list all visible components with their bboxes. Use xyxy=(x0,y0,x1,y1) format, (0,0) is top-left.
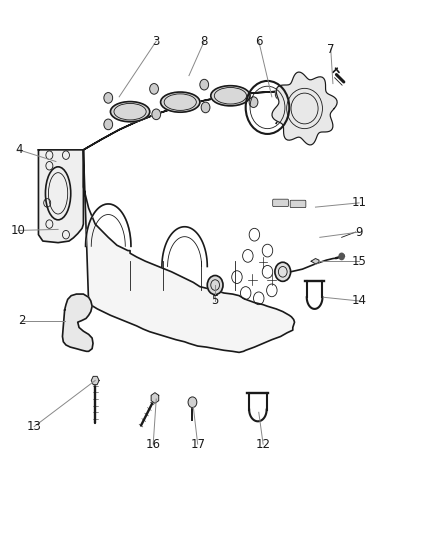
Polygon shape xyxy=(83,92,292,150)
Ellipse shape xyxy=(210,86,250,106)
Polygon shape xyxy=(272,72,336,145)
Text: 6: 6 xyxy=(254,35,262,47)
Circle shape xyxy=(275,89,283,100)
Polygon shape xyxy=(62,294,93,351)
Text: 15: 15 xyxy=(351,255,366,268)
Text: 2: 2 xyxy=(18,314,26,327)
Polygon shape xyxy=(91,376,99,385)
Ellipse shape xyxy=(110,102,149,122)
Text: 4: 4 xyxy=(15,143,22,156)
Circle shape xyxy=(207,276,223,295)
Text: 8: 8 xyxy=(200,35,208,47)
Text: 3: 3 xyxy=(152,35,159,47)
Ellipse shape xyxy=(160,92,199,112)
Circle shape xyxy=(104,119,113,130)
Circle shape xyxy=(249,97,257,108)
Text: 7: 7 xyxy=(326,43,334,55)
Circle shape xyxy=(104,93,113,103)
Polygon shape xyxy=(151,393,159,403)
Polygon shape xyxy=(83,150,294,352)
Text: 5: 5 xyxy=(211,294,218,308)
Circle shape xyxy=(274,262,290,281)
Polygon shape xyxy=(85,204,131,246)
Circle shape xyxy=(149,84,158,94)
Text: 13: 13 xyxy=(27,420,42,433)
Polygon shape xyxy=(311,259,318,264)
Circle shape xyxy=(338,253,343,260)
Text: 17: 17 xyxy=(190,438,205,450)
Text: 9: 9 xyxy=(354,225,362,239)
Circle shape xyxy=(152,109,160,119)
Text: 14: 14 xyxy=(351,294,366,308)
FancyBboxPatch shape xyxy=(272,199,288,207)
Text: 11: 11 xyxy=(351,196,366,209)
Circle shape xyxy=(187,397,196,408)
Circle shape xyxy=(199,79,208,90)
Polygon shape xyxy=(39,150,83,243)
Text: 10: 10 xyxy=(11,224,25,237)
FancyBboxPatch shape xyxy=(290,200,305,208)
Text: 16: 16 xyxy=(145,438,160,450)
Circle shape xyxy=(201,102,209,113)
Text: 12: 12 xyxy=(255,438,270,450)
